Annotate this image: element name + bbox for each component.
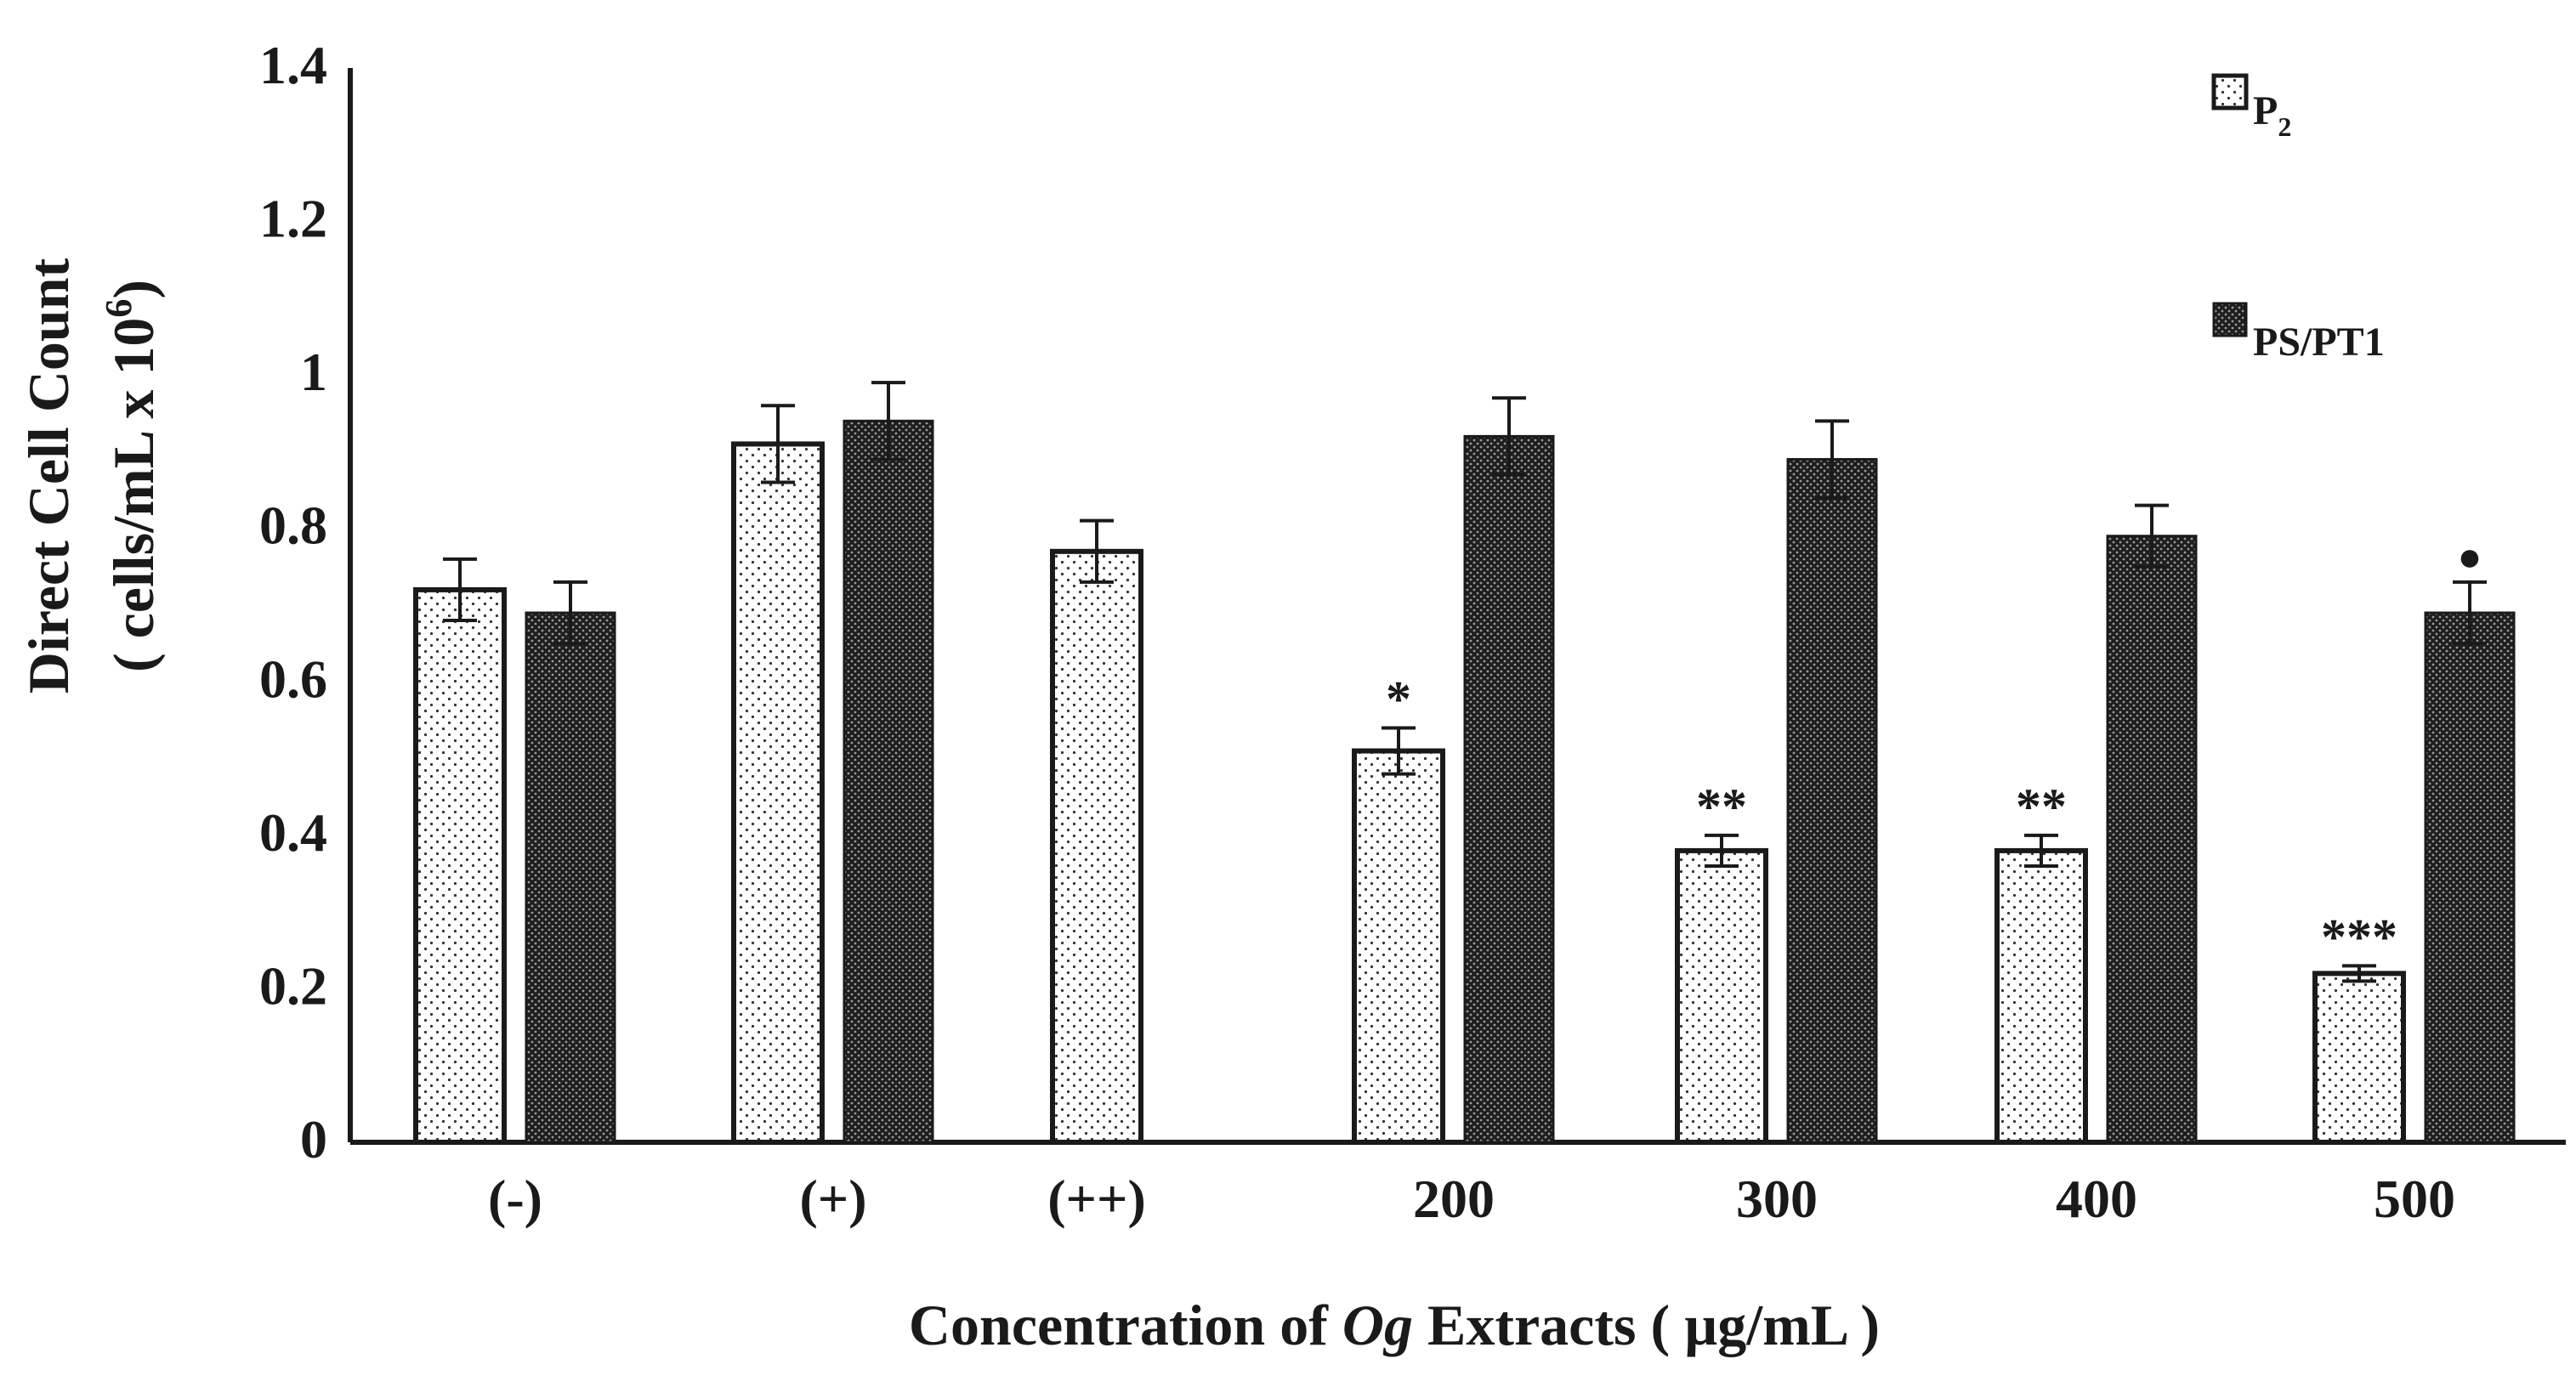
y-tick-label: 0 <box>300 1109 327 1169</box>
y-tick-label: 1 <box>300 342 327 402</box>
bar-ps-pt1 <box>2106 535 2198 1144</box>
x-tick-label: 200 <box>1413 1169 1495 1229</box>
annotations: *** *****● <box>1386 535 2482 965</box>
y-tick-labels: 0 0.2 0.4 0.6 0.8 1 1.2 1.4 <box>259 35 327 1169</box>
x-axis-label-part: Extracts ( µg/mL ) <box>1413 1293 1880 1357</box>
x-tick-label: 400 <box>2056 1169 2137 1229</box>
axes <box>348 68 2566 1145</box>
legend-label-ps-pt1: PS/PT1 <box>2253 320 2385 365</box>
significance-marker: *** <box>2321 909 2397 965</box>
y-tick-label: 1.4 <box>259 35 327 95</box>
significance-marker: ● <box>2458 535 2482 580</box>
legend-swatch-p2 <box>2211 73 2249 110</box>
x-tick-label: (-) <box>488 1169 542 1229</box>
bar-p2 <box>731 441 825 1145</box>
y-axis-label-line1: Direct Cell Count <box>16 258 81 694</box>
y-tick-label: 0.8 <box>259 495 327 556</box>
y-tick-label: 0.4 <box>259 802 327 863</box>
y-axis-label-line2: ( cells/mL x 106) <box>98 280 166 672</box>
significance-marker: ** <box>1696 779 1747 835</box>
error-bars <box>443 381 2487 983</box>
y-tick-label: 1.2 <box>259 189 327 249</box>
x-axis-label-part: Og <box>1342 1293 1413 1357</box>
bars <box>413 419 2516 1146</box>
y-axis-label: Direct Cell Count ( cells/mL x 106) <box>16 258 166 694</box>
significance-marker: ** <box>2016 779 2067 835</box>
x-axis-label: Concentration of Og Extracts ( µg/mL ) <box>909 1293 1880 1357</box>
legend: P2 PS/PT1 <box>2211 73 2385 365</box>
x-tick-label: 300 <box>1736 1169 1818 1229</box>
x-tick-label: (++) <box>1047 1169 1146 1229</box>
x-axis-label-part: Concentration of <box>909 1293 1342 1357</box>
bar-ps-pt1 <box>843 419 934 1144</box>
y-tick-label: 0.6 <box>259 648 327 709</box>
legend-swatch-ps-pt1 <box>2212 302 2248 337</box>
bar-p2 <box>1050 548 1143 1145</box>
bar-p2 <box>1352 748 1445 1145</box>
bar-ps-pt1 <box>525 611 616 1144</box>
x-tick-labels: (-) (+) (++) 200 300 400 500 <box>488 1169 2455 1229</box>
bar-ps-pt1 <box>1786 457 1878 1144</box>
bar-p2 <box>2312 971 2406 1146</box>
x-tick-label: (+) <box>799 1169 866 1229</box>
y-tick-label: 0.2 <box>259 955 327 1016</box>
legend-label-p2: P2 <box>2253 88 2291 142</box>
significance-marker: * <box>1386 671 1411 727</box>
bar-ps-pt1 <box>2424 611 2516 1144</box>
bar-p2 <box>413 586 507 1145</box>
x-tick-label: 500 <box>2374 1169 2455 1229</box>
bar-p2 <box>1994 847 2088 1146</box>
bar-ps-pt1 <box>1463 434 1555 1144</box>
bar-p2 <box>1675 847 1768 1146</box>
